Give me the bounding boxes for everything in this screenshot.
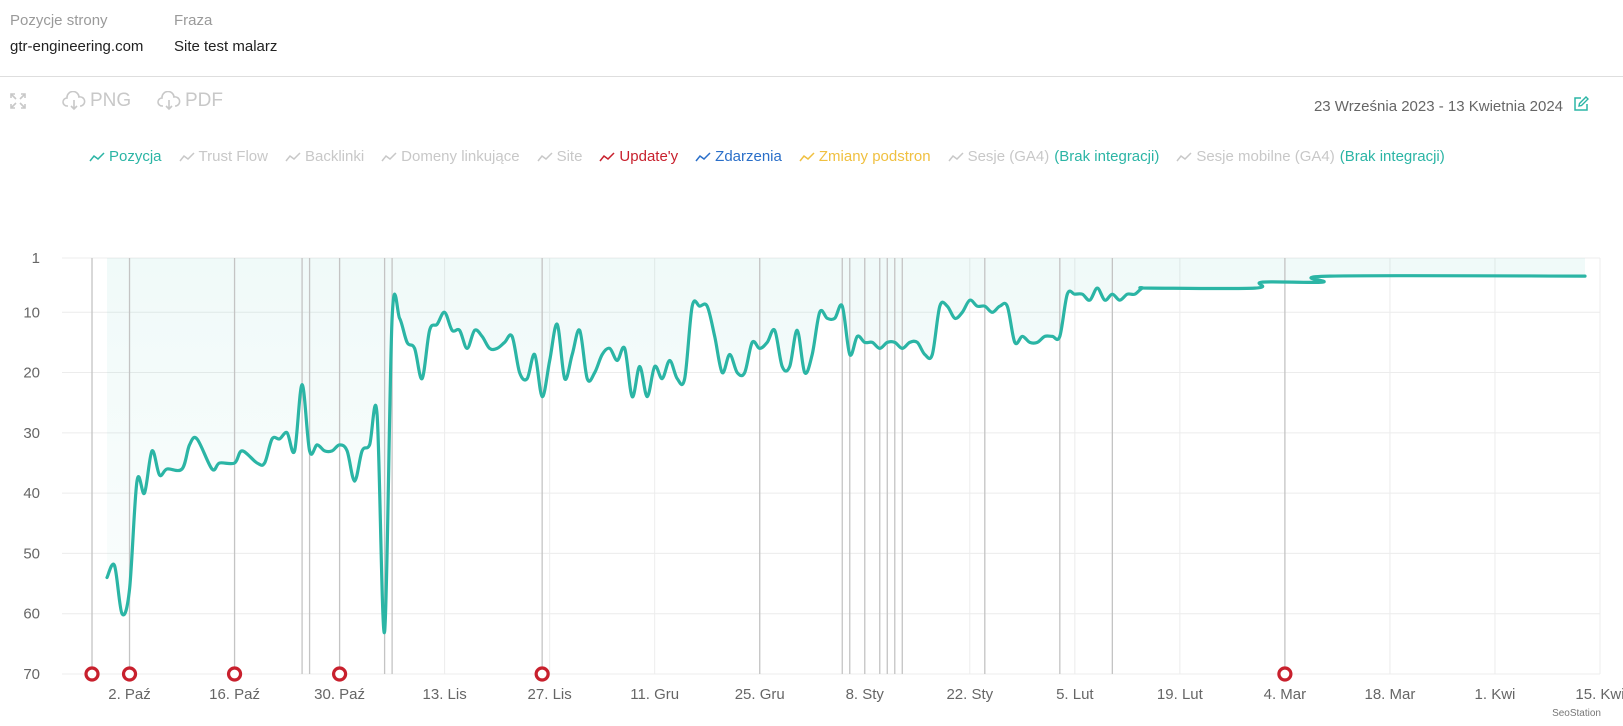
y-tick-label: 70: [23, 666, 40, 683]
legend-label: Sesje (GA4): [967, 148, 1050, 165]
integration-note[interactable]: (Brak integracji): [1339, 148, 1445, 165]
update-marker: [84, 666, 100, 682]
position-area-fill: [107, 258, 1585, 633]
expand-icon[interactable]: [9, 92, 27, 110]
y-tick-label: 60: [23, 606, 40, 623]
x-tick-label: 8. Sty: [846, 686, 885, 703]
x-tick-label: 5. Lut: [1056, 686, 1094, 703]
report-header: Pozycje strony gtr-engineering.com Fraza…: [0, 0, 1623, 77]
trend-line-icon: [285, 151, 301, 161]
legend-item[interactable]: Update'y: [599, 148, 678, 165]
y-tick-label: 30: [23, 425, 40, 442]
x-tick-label: 30. Paź: [314, 686, 365, 703]
update-marker: [1277, 666, 1293, 682]
trend-line-icon: [381, 151, 397, 161]
x-tick-label: 15. Kwi: [1575, 686, 1623, 703]
pdf-label: PDF: [185, 90, 223, 111]
trend-line-icon: [1176, 151, 1192, 161]
download-png-button[interactable]: PNG: [62, 90, 131, 112]
update-marker: [534, 666, 550, 682]
x-tick-label: 19. Lut: [1157, 686, 1204, 703]
update-marker: [331, 666, 348, 682]
legend-label: Site: [556, 148, 583, 165]
legend-item[interactable]: Sesje (GA4) (Brak integracji): [947, 148, 1160, 165]
y-tick-label: 10: [23, 304, 40, 321]
legend-item[interactable]: Site: [536, 148, 583, 165]
legend-item[interactable]: Domeny linkujące: [381, 148, 520, 165]
legend-label: Zmiany podstron: [818, 148, 931, 165]
site-column: Pozycje strony gtr-engineering.com: [10, 12, 143, 55]
cloud-download-icon: [62, 91, 86, 111]
legend-item[interactable]: Sesje mobilne (GA4) (Brak integracji): [1176, 148, 1445, 165]
integration-note[interactable]: (Brak integracji): [1054, 148, 1160, 165]
png-label: PNG: [90, 90, 132, 111]
legend-label: Update'y: [619, 148, 679, 165]
date-range-text: 23 Września 2023 - 13 Kwietnia 2024: [1313, 97, 1563, 115]
trend-line-icon: [89, 151, 105, 161]
x-tick-label: 25. Gru: [735, 686, 785, 703]
legend-item[interactable]: Trust Flow: [178, 148, 268, 165]
chart-toolbar: PNG PDF 23 Września 2023 - 13 Kwietnia 2…: [0, 90, 1623, 122]
legend-item[interactable]: Pozycja: [89, 148, 162, 165]
legend-label: Backlinki: [304, 148, 365, 165]
watermark: SeoStation: [1552, 708, 1601, 719]
chart-legend: Pozycja Trust Flow Backlinki Domeny linkują…: [89, 148, 1445, 165]
x-tick-label: 13. Lis: [423, 686, 467, 703]
legend-item[interactable]: Zdarzenia: [695, 148, 782, 165]
legend-label: Zdarzenia: [715, 148, 782, 165]
y-tick-label: 50: [23, 545, 40, 562]
cloud-download-icon: [157, 91, 181, 111]
edit-icon[interactable]: [1573, 96, 1589, 116]
phrase-column: Fraza Site test malarz: [174, 12, 277, 55]
update-marker: [121, 666, 138, 682]
x-tick-label: 27. Lis: [528, 686, 572, 703]
trend-line-icon: [178, 151, 195, 161]
trend-line-icon: [799, 151, 815, 161]
x-tick-label: 16. Paź: [209, 686, 260, 703]
legend-label: Domeny linkujące: [401, 148, 520, 165]
x-tick-label: 4. Mar: [1264, 686, 1307, 703]
trend-line-icon: [947, 151, 964, 161]
phrase-label: Fraza: [174, 12, 213, 29]
y-tick-label: 1: [32, 250, 40, 267]
legend-label: Trust Flow: [198, 148, 268, 165]
position-line: [105, 274, 1587, 634]
legend-item[interactable]: Backlinki: [285, 148, 364, 165]
date-range: 23 Września 2023 - 13 Kwietnia 2024: [1314, 96, 1589, 116]
x-tick-label: 22. Sty: [946, 686, 993, 703]
site-value: gtr-engineering.com: [10, 38, 144, 55]
update-marker: [226, 666, 243, 682]
phrase-value: Site test malarz: [174, 38, 278, 55]
trend-line-icon: [536, 151, 553, 161]
download-pdf-button[interactable]: PDF: [157, 90, 223, 112]
site-label: Pozycje strony: [10, 12, 108, 29]
legend-label: Pozycja: [109, 148, 162, 165]
y-tick-label: 40: [23, 485, 40, 502]
trend-line-icon: [695, 151, 711, 161]
x-tick-label: 2. Paź: [108, 686, 151, 703]
x-tick-label: 18. Mar: [1365, 686, 1416, 703]
x-tick-label: 11. Gru: [630, 686, 679, 703]
legend-label: Sesje mobilne (GA4): [1196, 148, 1335, 165]
trend-line-icon: [599, 151, 615, 161]
legend-item[interactable]: Zmiany podstron: [799, 148, 931, 165]
y-tick-label: 20: [23, 365, 40, 382]
x-tick-label: 1. Kwi: [1475, 686, 1516, 703]
